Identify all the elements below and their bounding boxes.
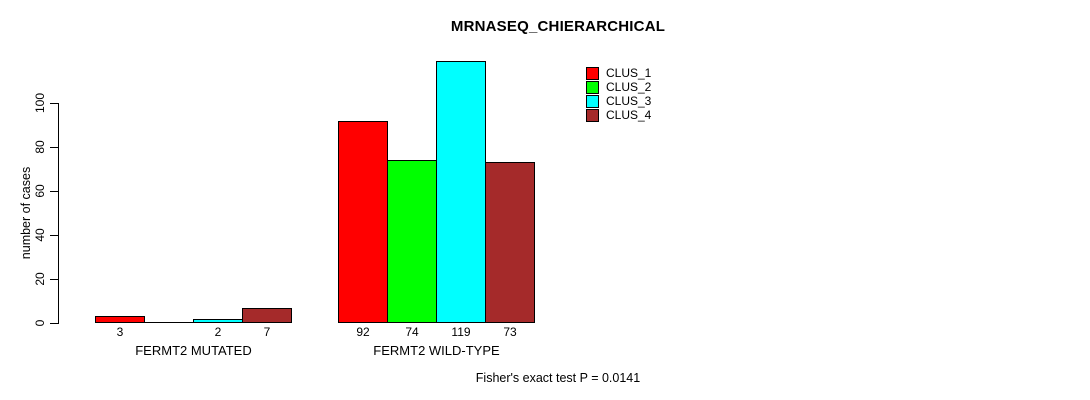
legend-swatch-icon [586, 94, 599, 108]
y-tick-label: 60 [33, 184, 47, 198]
bar-value-label: 119 [451, 325, 471, 339]
category-label: FERMT2 WILD-TYPE [373, 343, 500, 358]
y-tick-label: 100 [33, 92, 47, 114]
bar [387, 160, 437, 323]
legend-label: CLUS_4 [606, 108, 652, 122]
y-axis-tick [50, 103, 58, 104]
bar-value-label: 3 [116, 325, 124, 339]
legend-swatch-icon [586, 80, 599, 94]
legend-swatch-icon [586, 108, 599, 122]
bar-value-label: 7 [263, 325, 271, 339]
bar [338, 121, 388, 323]
y-axis-tick [50, 323, 58, 324]
legend-item: CLUS_3 [586, 94, 651, 108]
bar-value-label: 92 [356, 325, 370, 339]
bar-value-label: 74 [405, 325, 419, 339]
y-axis-line [58, 103, 59, 324]
category-label: FERMT2 MUTATED [135, 343, 252, 358]
bar-zero [144, 322, 194, 323]
y-axis-tick [50, 191, 58, 192]
y-axis-tick [50, 235, 58, 236]
y-tick-label: 20 [33, 272, 47, 286]
legend: CLUS_1 CLUS_2 CLUS_3 CLUS_4 [586, 66, 651, 122]
bar [242, 308, 292, 323]
bar [95, 316, 145, 323]
legend-item: CLUS_4 [586, 108, 651, 122]
bar-value-label: 73 [503, 325, 517, 339]
bar [436, 61, 486, 323]
chart-title: MRNASEQ_CHIERARCHICAL [450, 18, 666, 35]
legend-label: CLUS_2 [606, 80, 652, 94]
legend-item: CLUS_2 [586, 80, 651, 94]
legend-swatch-icon [586, 66, 599, 80]
legend-label: CLUS_1 [606, 66, 652, 80]
legend-label: CLUS_3 [606, 94, 652, 108]
legend-item: CLUS_1 [586, 66, 651, 80]
y-axis-tick [50, 279, 58, 280]
y-tick-label: 0 [33, 319, 47, 327]
bar [193, 319, 243, 323]
y-tick-label: 40 [33, 228, 47, 242]
y-tick-label: 80 [33, 140, 47, 154]
footnote-pvalue: Fisher's exact test P = 0.0141 [475, 371, 641, 385]
y-axis-tick [50, 147, 58, 148]
bar-value-label: 2 [214, 325, 222, 339]
bar [485, 162, 535, 323]
